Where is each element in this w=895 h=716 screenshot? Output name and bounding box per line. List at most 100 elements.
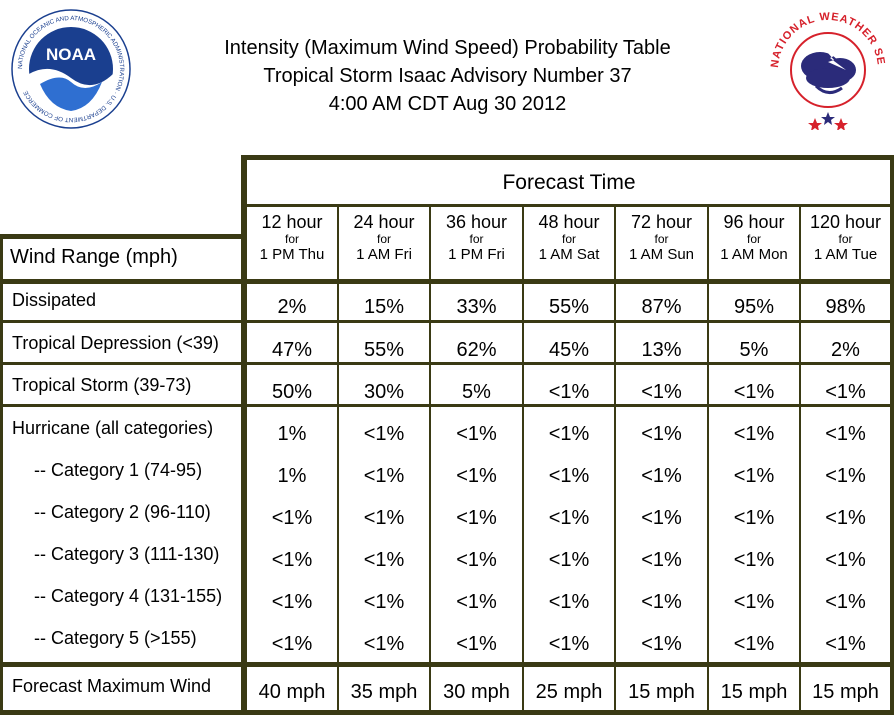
frame-header-bottom	[0, 279, 894, 284]
frame-row-3	[0, 404, 894, 407]
table-cell: <1%	[825, 465, 866, 487]
frame-label-divider	[241, 155, 247, 715]
table-cell: 98%	[825, 296, 866, 318]
column-header-hours: 120 hour	[809, 212, 882, 232]
table-cell: <1%	[363, 633, 405, 655]
column-header-when: 1 AM Fri	[356, 246, 412, 263]
table-cell: <1%	[456, 591, 497, 613]
table-cell: <1%	[733, 465, 775, 487]
column-header-1: 12 hour for 1 PM Thu	[247, 212, 337, 264]
table-cell: <1%	[733, 591, 775, 613]
column-header-when: 1 AM Sat	[538, 246, 600, 263]
table-cell: <1%	[456, 465, 497, 487]
title-line-1: Intensity (Maximum Wind Speed) Probabili…	[224, 37, 671, 59]
column-header-7: 120 hour for 1 AM Tue	[801, 212, 890, 264]
table-cell: <1%	[733, 381, 775, 403]
frame-row-2	[0, 362, 894, 365]
table-cell: 95%	[733, 296, 775, 318]
table-cell: <1%	[733, 549, 775, 571]
column-header-for: for	[469, 232, 484, 246]
frame-bottom	[0, 710, 894, 715]
frame-row-hurricane	[0, 662, 894, 667]
table-cell: <1%	[363, 465, 405, 487]
table-cell: <1%	[456, 633, 497, 655]
row-label: -- Category 4 (131-155)	[34, 586, 223, 606]
column-header-hours: 48 hour	[538, 212, 600, 232]
table-cell: <1%	[641, 381, 682, 403]
frame-left	[0, 234, 3, 715]
title-line-2: Tropical Storm Isaac Advisory Number 37	[263, 65, 632, 87]
column-header-hours: 24 hour	[353, 212, 415, 232]
table-cell: <1%	[271, 549, 313, 571]
column-header-3: 36 hour for 1 PM Fri	[431, 212, 522, 264]
table-cell: <1%	[456, 507, 497, 529]
table-cell: <1%	[548, 465, 590, 487]
frame-row-1	[0, 320, 894, 323]
column-header-hours: 72 hour	[630, 212, 693, 232]
table-cell: <1%	[548, 549, 590, 571]
table-cell: 35 mph	[350, 681, 418, 703]
table-cell: <1%	[548, 423, 590, 445]
row-label: Tropical Storm (39-73)	[12, 375, 192, 395]
row-label: Hurricane (all categories)	[12, 418, 214, 438]
table-cell: <1%	[363, 549, 405, 571]
column-header-hours: 36 hour	[445, 212, 508, 232]
column-header-when: 1 AM Tue	[813, 246, 878, 263]
column-header-when: 1 PM Thu	[259, 246, 325, 263]
frame-col-4	[614, 206, 616, 714]
table-cell: 45%	[548, 339, 590, 361]
table-cell: 15 mph	[812, 681, 879, 703]
table-cell: <1%	[548, 381, 590, 403]
table-cell: <1%	[825, 633, 866, 655]
column-header-when: 1 PM Fri	[448, 246, 505, 263]
table-cell: 15%	[363, 296, 405, 318]
column-header-for: for	[284, 232, 299, 246]
row-label: -- Category 5 (>155)	[34, 628, 197, 648]
table-cell: <1%	[825, 507, 866, 529]
table-cell: 13%	[641, 339, 682, 361]
table-cell: <1%	[271, 591, 313, 613]
row-label: Dissipated	[12, 290, 97, 310]
table-cell: <1%	[363, 423, 405, 445]
column-header-5: 72 hour for 1 AM Sun	[616, 212, 707, 264]
table-cell: 33%	[456, 296, 497, 318]
table-cell: 47%	[271, 339, 313, 361]
table-cell: <1%	[641, 465, 682, 487]
frame-col-5	[707, 206, 709, 714]
table-cell: 1%	[277, 423, 307, 445]
column-header-hours: 96 hour	[723, 212, 785, 232]
table-cell: <1%	[271, 633, 313, 655]
forecast-time-header: Forecast Time	[502, 171, 636, 194]
table-cell: 50%	[271, 381, 313, 403]
row-label: -- Category 3 (111-130)	[34, 544, 220, 564]
table-cell: <1%	[548, 633, 590, 655]
table-cell: <1%	[641, 507, 682, 529]
table-cell: <1%	[733, 633, 775, 655]
frame-top	[241, 155, 894, 160]
table-cell: <1%	[456, 423, 497, 445]
column-header-for: for	[746, 232, 761, 246]
table-cell: 62%	[456, 339, 497, 361]
table-cell: <1%	[733, 423, 775, 445]
table-cell: 25 mph	[535, 681, 603, 703]
row-label: -- Category 1 (74-95)	[34, 460, 203, 480]
title-line-3: 4:00 AM CDT Aug 30 2012	[328, 93, 567, 115]
column-header-when: 1 AM Sun	[628, 246, 695, 263]
row-label: Forecast Maximum Wind	[12, 676, 212, 696]
frame-col-2	[429, 206, 431, 714]
table-cell: 2%	[277, 296, 307, 318]
frame-left-top	[0, 234, 247, 239]
table-cell: 30%	[363, 381, 405, 403]
table-cell: 15 mph	[628, 681, 695, 703]
noaa-logo: NOAA NATIONAL OCEANIC AND ATMOSPHERIC AD…	[10, 8, 132, 130]
row-label: Tropical Depression (<39)	[12, 333, 219, 353]
table-cell: 1%	[277, 465, 307, 487]
column-header-4: 48 hour for 1 AM Sat	[524, 212, 614, 264]
column-header-hours: 12 hour	[261, 212, 323, 232]
table-cell: 2%	[831, 339, 860, 361]
table-cell: <1%	[733, 507, 775, 529]
column-header-for: for	[654, 232, 669, 246]
table-cell: <1%	[456, 549, 497, 571]
noaa-logo-text: NOAA	[46, 45, 96, 64]
page-title: Intensity (Maximum Wind Speed) Probabili…	[0, 34, 895, 118]
